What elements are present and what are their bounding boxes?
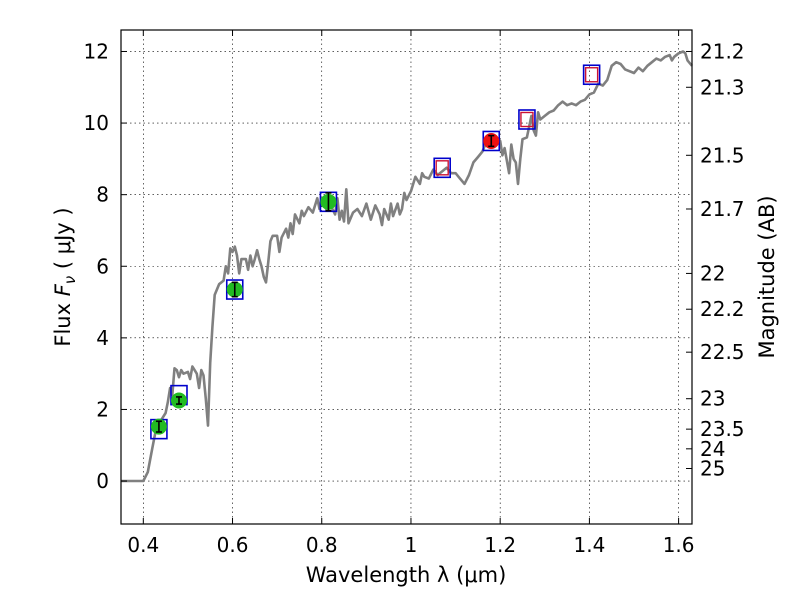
- y-tick-label: 6: [96, 254, 109, 278]
- x-tick-label: 1: [405, 533, 418, 557]
- model-box: [518, 109, 536, 130]
- y-tick-label: 10: [84, 111, 109, 135]
- y-axis-title-sub: ν: [61, 276, 79, 284]
- upper-limit-box: [584, 67, 599, 83]
- y-axis-title-suffix: ( μJy ): [51, 207, 75, 275]
- model-box: [433, 157, 451, 179]
- x-tick-label: 0.4: [127, 533, 159, 557]
- mag-tick-label: 23: [700, 387, 725, 411]
- mag-tick-label: 21.2: [700, 39, 745, 63]
- x-tick-label: 0.8: [306, 533, 338, 557]
- model-box: [582, 64, 601, 86]
- y-tick-label: 2: [96, 397, 109, 421]
- y-tick-label: 12: [84, 39, 109, 63]
- spectrum-line: [121, 50, 693, 483]
- y2-axis-title: Magnitude (AB): [755, 195, 779, 358]
- mag-tick-label: 23.5: [700, 417, 745, 441]
- plot-frame: [120, 29, 693, 525]
- y-tick-label: 0: [96, 469, 109, 493]
- mag-tick-label: 21.3: [700, 75, 745, 99]
- x-tick-label: 1.2: [484, 533, 516, 557]
- mag-tick-label: 24: [700, 437, 725, 461]
- mag-tick-label: 21.5: [700, 143, 745, 167]
- y-tick-label: 4: [96, 326, 109, 350]
- grid: [121, 30, 692, 524]
- upper-limit-box: [435, 160, 449, 176]
- y-axis-title: Flux Fν ( μJy ): [51, 207, 79, 346]
- y-axis-title-prefix: Flux: [51, 296, 75, 346]
- mag-tick-label: 22.2: [700, 297, 745, 321]
- markers-layer: [150, 64, 601, 440]
- mag-tick-label: 22.5: [700, 340, 745, 364]
- mag-tick-label: 22: [700, 261, 725, 285]
- mag-tick-label: 21.7: [700, 197, 745, 221]
- x-tick-label: 0.6: [217, 533, 249, 557]
- y-axis-title-var: F: [51, 283, 75, 296]
- x-axis-title: Wavelength λ (μm): [306, 563, 507, 587]
- upper-limit-box: [520, 111, 534, 128]
- x-tick-label: 1.6: [663, 533, 695, 557]
- mag-tick-label: 25: [700, 457, 725, 481]
- spectrum-layer: [121, 50, 693, 483]
- x-tick-label: 1.4: [573, 533, 605, 557]
- y-tick-label: 8: [96, 183, 109, 207]
